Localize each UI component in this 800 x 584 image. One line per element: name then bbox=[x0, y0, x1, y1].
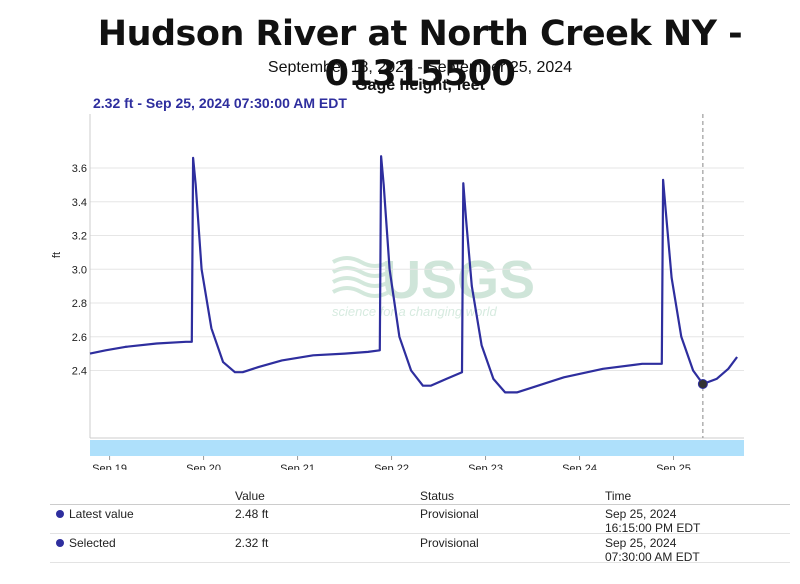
row-time: 07:30:00 AM EDT bbox=[605, 550, 700, 564]
header-value: Value bbox=[235, 489, 265, 503]
grid-lines bbox=[90, 167, 744, 371]
table-row-latest[interactable]: Latest value 2.48 ft Provisional Sep 25,… bbox=[50, 505, 790, 535]
gage-height-chart[interactable]: USGS science for a changing world 2.4 2.6… bbox=[0, 0, 800, 470]
x-tick-label: Sep 25 bbox=[656, 463, 691, 470]
x-tick-label: Sep 23 bbox=[468, 463, 503, 470]
watermark-text: USGS bbox=[382, 250, 535, 310]
y-tick-label: 3.4 bbox=[72, 197, 87, 209]
series-line[interactable] bbox=[89, 155, 738, 394]
series-dot-icon bbox=[56, 539, 64, 547]
row-date: Sep 25, 2024 bbox=[605, 536, 677, 550]
table-row-selected[interactable]: Selected 2.32 ft Provisional Sep 25, 202… bbox=[50, 534, 790, 564]
y-tick-label: 2.6 bbox=[72, 332, 87, 344]
row-label: Selected bbox=[69, 536, 116, 550]
y-axis-label: ft bbox=[51, 252, 63, 258]
row-date: Sep 25, 2024 bbox=[605, 507, 677, 521]
y-tick-label: 3.0 bbox=[72, 264, 87, 276]
y-tick-label: 2.4 bbox=[72, 366, 87, 378]
row-value: 2.32 ft bbox=[235, 536, 269, 550]
x-tick-label: Sep 19 bbox=[92, 463, 127, 470]
row-value: 2.48 ft bbox=[235, 507, 269, 521]
chart-title: Hudson River at North Creek NY - 0131550… bbox=[97, 14, 743, 94]
selected-point-marker[interactable] bbox=[697, 379, 708, 389]
y-tick-label: 3.6 bbox=[72, 163, 87, 175]
header-status: Status bbox=[420, 489, 455, 503]
y-tick-label: 2.8 bbox=[72, 298, 87, 310]
x-axis-ticks: Sep 19 Sep 20 Sep 21 Sep 22 Sep 23 Sep 24 Sep … bbox=[92, 456, 691, 470]
row-label: Latest value bbox=[69, 507, 134, 521]
parameter-label: Gage height, feet bbox=[355, 77, 485, 94]
x-tick-label: Sep 21 bbox=[280, 463, 315, 470]
row-status: Provisional bbox=[420, 507, 479, 521]
row-status: Provisional bbox=[420, 536, 479, 550]
usgs-watermark: USGS science for a changing world bbox=[332, 250, 535, 319]
watermark-tagline: science for a changing world bbox=[332, 304, 498, 319]
y-tick-label: 3.2 bbox=[72, 231, 87, 243]
chart-subtitle: September 18, 2024 - September 25, 2024 bbox=[267, 59, 573, 76]
x-tick-label: Sep 20 bbox=[186, 463, 221, 470]
x-tick-label: Sep 22 bbox=[374, 463, 409, 470]
navigator-bar[interactable] bbox=[90, 440, 744, 456]
selected-point-label: 2.32 ft - Sep 25, 2024 07:30:00 AM EDT bbox=[93, 95, 347, 111]
series-dot-icon bbox=[56, 510, 64, 518]
x-tick-label: Sep 24 bbox=[562, 463, 597, 470]
header-time: Time bbox=[605, 489, 632, 503]
row-time: 16:15:00 PM EDT bbox=[605, 521, 701, 535]
table-header: Value Status Time bbox=[50, 488, 790, 505]
y-axis-ticks: 2.4 2.6 2.8 3.0 3.2 3.4 3.6 bbox=[72, 163, 87, 378]
